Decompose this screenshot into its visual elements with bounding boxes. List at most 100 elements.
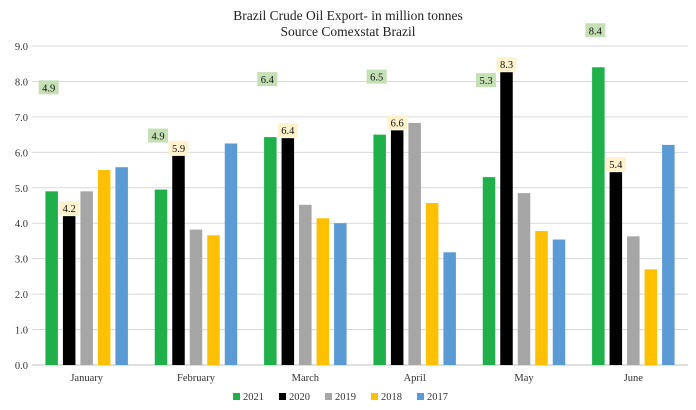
data-label-text: 8.3 [500, 60, 513, 71]
data-label-2020-may: 8.3 [496, 57, 517, 72]
data-label-2021-march: 6.4 [257, 72, 278, 87]
y-tick-label: 6.0 [15, 148, 28, 159]
data-label-background [387, 115, 408, 130]
data-label-text: 8.4 [589, 26, 603, 37]
bar-2018-march [316, 218, 330, 365]
data-label-background [59, 201, 80, 216]
legend-swatch [233, 393, 240, 400]
data-label-background [148, 128, 168, 143]
data-label-2021-january: 4.9 [38, 80, 59, 95]
data-label-text: 6.5 [370, 73, 383, 84]
bar-2020-march [281, 138, 295, 365]
bar-2018-april [425, 203, 439, 365]
bar-2019-march [299, 204, 312, 365]
bar-2019-june [627, 236, 640, 365]
data-label-background [38, 80, 59, 95]
data-label-2021-may: 5.3 [476, 73, 496, 88]
legend-item-2018: 2018 [371, 392, 402, 403]
data-label-background [496, 57, 517, 72]
bar-2020-may [500, 72, 513, 366]
legend-swatch [371, 393, 378, 400]
y-tick-label: 7.0 [15, 113, 28, 124]
bar-2021-april [373, 134, 386, 365]
chart-title: Brazil Crude Oil Export- in million tonn… [233, 8, 462, 23]
legend-swatch [417, 393, 424, 400]
data-label-text: 6.4 [261, 75, 275, 86]
data-label-2020-april: 6.6 [387, 115, 408, 130]
data-label-background [476, 73, 496, 88]
legend-label: 2019 [335, 392, 356, 403]
bar-2020-june [609, 172, 623, 365]
data-label-background [605, 157, 626, 172]
data-label-text: 4.9 [151, 132, 164, 143]
legend-label: 2018 [381, 392, 402, 403]
bar-2017-may [552, 239, 566, 365]
bar-2021-march [264, 137, 277, 365]
legend-item-2021: 2021 [233, 392, 264, 403]
data-label-text: 4.2 [63, 204, 76, 215]
legend-item-2020: 2020 [279, 392, 310, 403]
bar-2020-february [172, 155, 185, 365]
data-label-background [257, 72, 278, 87]
bar-2017-april [443, 252, 456, 365]
bar-2019-february [189, 229, 203, 365]
bar-2017-june [662, 144, 675, 365]
bar-2020-january [62, 216, 76, 365]
legend-label: 2017 [427, 392, 448, 403]
y-tick-label: 1.0 [15, 326, 28, 337]
bar-2021-may [482, 177, 496, 365]
bar-2018-june [644, 269, 658, 365]
bar-2018-february [207, 235, 220, 365]
y-tick-label: 8.0 [15, 77, 28, 88]
bar-2019-may [517, 193, 531, 365]
data-label-text: 4.9 [42, 83, 55, 94]
x-tick-label: February [177, 373, 216, 384]
legend-item-2019: 2019 [325, 392, 356, 403]
data-label-2021-february: 4.9 [148, 128, 168, 143]
x-axis-categories: January February March April May June [70, 373, 643, 384]
bar-2019-january [80, 191, 93, 365]
legend-label: 2020 [289, 392, 310, 403]
bar-2017-january [115, 167, 128, 365]
data-labels: 4.9 4.9 6.4 6.5 5.3 8.4 4.2 5.9 6.4 6.6 8.3 5.4 [38, 23, 626, 216]
data-label-2021-april: 6.5 [366, 69, 387, 84]
bar-2021-february [154, 189, 168, 365]
x-tick-label: April [404, 373, 426, 384]
data-label-text: 6.6 [391, 118, 404, 129]
y-tick-label: 0.0 [15, 361, 28, 372]
y-tick-label: 5.0 [15, 184, 28, 195]
legend-label: 2021 [243, 392, 264, 403]
bars [45, 67, 675, 366]
y-axis-ticks: 0.0 1.0 2.0 3.0 4.0 5.0 6.0 7.0 8.0 9.0 [15, 42, 28, 372]
data-label-2020-march: 6.4 [277, 123, 298, 138]
bar-2021-january [45, 191, 58, 365]
bar-2020-april [390, 130, 404, 365]
legend-swatch [279, 393, 286, 400]
x-tick-label: January [70, 373, 103, 384]
y-tick-label: 4.0 [15, 219, 28, 230]
gridlines [32, 45, 688, 366]
bar-2017-march [334, 223, 347, 365]
bar-2019-april [408, 122, 421, 365]
bar-2017-february [224, 143, 238, 365]
data-label-2020-june: 5.4 [605, 157, 626, 172]
data-label-text: 5.9 [172, 144, 185, 155]
chart-subtitle: Source Comexstat Brazil [281, 24, 416, 39]
data-label-background [277, 123, 298, 138]
legend: 2021 2020 2019 2018 2017 [233, 392, 448, 403]
y-tick-label: 9.0 [15, 42, 28, 53]
legend-swatch [325, 393, 332, 400]
bar-2021-june [592, 67, 605, 366]
data-label-text: 5.3 [479, 76, 492, 87]
x-tick-label: March [292, 373, 320, 384]
x-tick-label: May [514, 373, 534, 384]
data-label-background [366, 69, 387, 84]
data-label-background [585, 23, 606, 38]
data-label-text: 5.4 [609, 160, 623, 171]
bar-2018-january [97, 170, 111, 365]
data-label-2020-january: 4.2 [59, 201, 80, 216]
data-label-2020-february: 5.9 [168, 140, 189, 155]
legend-item-2017: 2017 [417, 392, 448, 403]
